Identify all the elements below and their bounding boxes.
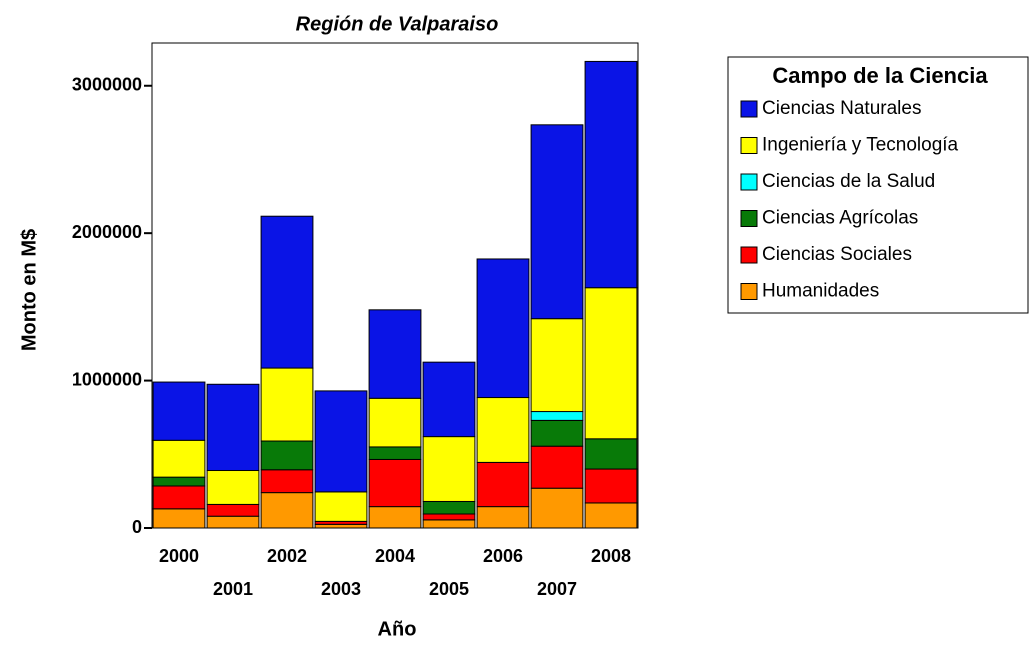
bar-segment — [422, 519, 476, 529]
legend-label: Ciencias Naturales — [762, 98, 921, 119]
legend-label: Ciencias Agrícolas — [762, 208, 918, 229]
bar-segment — [368, 506, 422, 529]
bar-segment — [422, 436, 476, 502]
bar-segment — [530, 445, 584, 489]
bar-segment — [152, 476, 206, 487]
x-tick-label: 2000 — [159, 546, 199, 566]
legend-label: Ingeniería y Tecnología — [762, 135, 959, 156]
bar-segment — [260, 367, 314, 442]
legend-label: Ciencias de la Salud — [762, 171, 935, 192]
bar-segment — [584, 287, 638, 440]
bar-segment — [584, 502, 638, 529]
bar-segment — [314, 523, 368, 529]
bar-segment — [422, 513, 476, 521]
legend-swatch — [740, 283, 758, 300]
bar-segment — [584, 438, 638, 470]
legend-box — [727, 56, 1029, 314]
legend-label: Humanidades — [762, 281, 879, 302]
x-axis-label: Año — [378, 618, 417, 640]
legend-swatch — [740, 210, 758, 227]
bar-segment — [584, 468, 638, 504]
bar-segment — [206, 470, 260, 505]
bar-segment — [368, 397, 422, 448]
bar-segment — [476, 258, 530, 399]
y-tick-label: 1000000 — [72, 369, 142, 389]
bar-segment — [422, 361, 476, 438]
bar-segment — [260, 440, 314, 471]
bar-segment — [260, 492, 314, 529]
bar-segment — [530, 124, 584, 320]
bar-segment — [152, 439, 206, 478]
bar-segment — [314, 491, 368, 522]
bar-segment — [152, 508, 206, 529]
legend-title: Campo de la Ciencia — [772, 63, 988, 88]
bar-segment — [530, 419, 584, 447]
x-tick-label: 2007 — [537, 579, 577, 599]
bar-segment — [530, 318, 584, 413]
legend-swatch — [740, 137, 758, 154]
bar-segment — [368, 458, 422, 508]
y-tick-label: 3000000 — [72, 75, 142, 95]
x-tick-label: 2003 — [321, 579, 361, 599]
y-axis-label: Monto en M$ — [18, 229, 40, 351]
bar-segment — [476, 397, 530, 463]
bar-segment — [368, 446, 422, 460]
x-tick-label: 2001 — [213, 579, 253, 599]
bar-segment — [368, 309, 422, 399]
x-tick-label: 2006 — [483, 546, 523, 566]
bar-segment — [206, 515, 260, 529]
bar-segment — [422, 500, 476, 515]
x-tick-label: 2002 — [267, 546, 307, 566]
bar-segment — [584, 60, 638, 289]
bar-segment — [152, 381, 206, 441]
bar-segment — [314, 390, 368, 493]
legend-swatch — [740, 246, 758, 264]
bar-segment — [260, 215, 314, 369]
y-tick-label: 2000000 — [72, 222, 142, 242]
x-tick-label: 2008 — [591, 546, 631, 566]
bar-segment — [476, 506, 530, 529]
x-tick-label: 2005 — [429, 579, 469, 599]
legend-label: Ciencias Sociales — [762, 244, 912, 265]
bar-segment — [206, 503, 260, 517]
bar-segment — [206, 383, 260, 472]
bar-segment — [530, 487, 584, 529]
bar-segment — [476, 461, 530, 508]
legend-swatch — [740, 173, 758, 191]
y-tick-label: 0 — [132, 517, 142, 537]
bar-segment — [260, 469, 314, 494]
chart-title: Región de Valparaiso — [296, 13, 499, 35]
x-tick-label: 2004 — [375, 546, 415, 566]
legend-swatch — [740, 100, 758, 118]
bar-segment — [152, 485, 206, 510]
bar-segment — [530, 411, 584, 421]
